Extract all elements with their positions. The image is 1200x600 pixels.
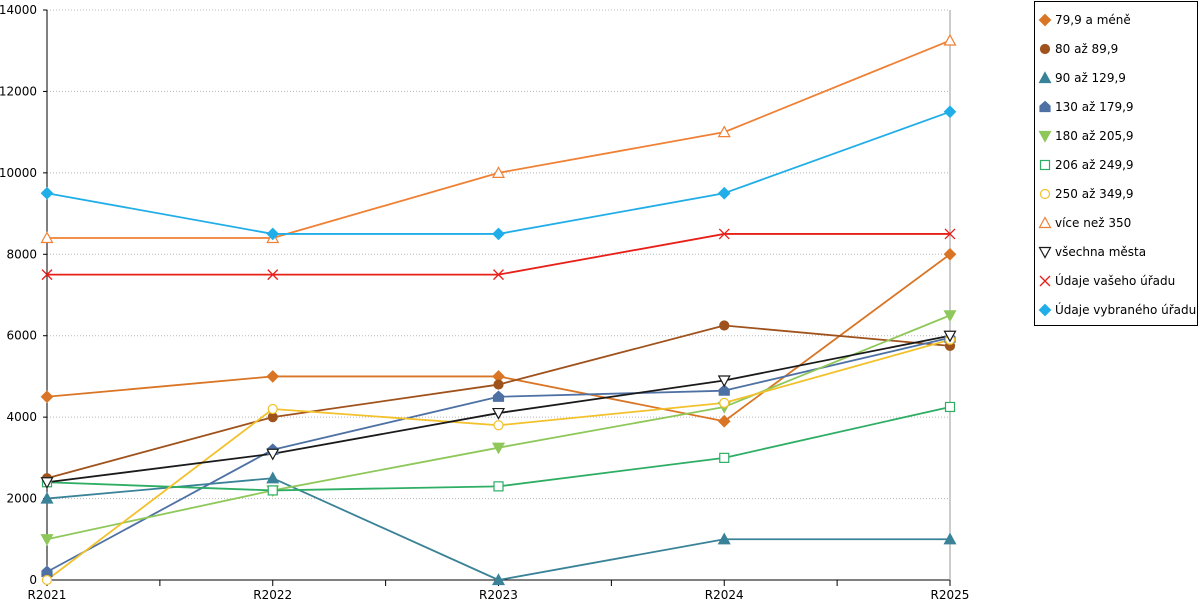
y-tick-label: 4000 — [6, 410, 37, 424]
legend-marker — [1039, 159, 1051, 171]
data-point — [719, 320, 730, 331]
y-tick-label: 14000 — [0, 3, 37, 17]
legend-marker-shape — [1038, 216, 1052, 229]
legend-label: 80 až 89,9 — [1055, 42, 1119, 56]
legend-marker-shape — [1038, 246, 1052, 259]
data-point — [943, 105, 957, 119]
data-point — [943, 532, 957, 545]
data-point — [267, 403, 278, 415]
legend-marker-shape — [1038, 303, 1052, 317]
series-line — [46, 477, 950, 581]
legend-marker — [1038, 246, 1052, 259]
legend-marker-shape — [1039, 275, 1051, 287]
y-tick-label: 10000 — [0, 166, 37, 180]
data-point — [944, 228, 956, 240]
legend-marker — [1038, 216, 1052, 229]
data-point — [492, 227, 505, 241]
legend-marker-shape — [1039, 100, 1051, 113]
data-point — [40, 477, 54, 490]
legend-label: všechna města — [1055, 245, 1147, 259]
data-point — [491, 407, 506, 420]
line-chart: 0 2000 4000 6000 8000 10000 12000 14000 R2021 R20… — [0, 3, 969, 600]
legend-label: 79,9 a méně — [1055, 13, 1131, 27]
legend-marker — [1039, 188, 1051, 200]
data-point — [40, 534, 54, 547]
data-point — [493, 481, 504, 492]
y-tick-label: 8000 — [6, 247, 37, 261]
data-point — [41, 574, 53, 586]
legend-marker-shape — [1039, 188, 1051, 200]
data-point — [40, 390, 54, 404]
data-point — [717, 414, 731, 428]
legend-label: 90 až 129,9 — [1055, 71, 1126, 85]
y-tick-label: 12000 — [0, 84, 37, 98]
legend-marker — [1038, 13, 1052, 27]
data-point — [40, 186, 54, 200]
data-point — [491, 573, 506, 586]
legend-marker — [1038, 303, 1052, 317]
legend-label: 206 až 249,9 — [1055, 158, 1134, 172]
data-point — [718, 384, 730, 396]
x-tick-label: R2024 — [705, 588, 744, 600]
legend-marker — [1039, 43, 1051, 55]
data-point — [717, 186, 731, 200]
series-line — [47, 39, 951, 239]
legend-label: 180 až 205,9 — [1055, 129, 1134, 143]
legend-marker-shape — [1039, 159, 1051, 171]
data-point — [267, 485, 278, 496]
legend-marker — [1039, 100, 1051, 113]
data-point — [719, 452, 730, 463]
data-point — [40, 491, 54, 504]
data-point — [943, 310, 957, 323]
data-point — [267, 269, 279, 281]
x-tick-label: R2022 — [253, 588, 292, 600]
data-point — [943, 247, 957, 261]
tick-labels: 0 2000 4000 6000 8000 10000 12000 14000 R2021 R20… — [0, 3, 969, 600]
y-tick-label: 0 — [29, 573, 37, 587]
data-point — [943, 330, 957, 343]
y-tick-label: 6000 — [6, 329, 37, 343]
legend-label: 130 až 179,9 — [1055, 100, 1134, 114]
data-point — [493, 269, 504, 281]
data-point — [266, 370, 280, 383]
legend-marker-shape — [1038, 71, 1052, 84]
data-point — [41, 269, 53, 281]
data-point — [266, 448, 280, 461]
chart-legend: 79,9 a méně 80 až 89,9 90 až 129,9 130 až 1… — [1034, 1, 1198, 326]
legend-label: Údaje vašeho úřadu — [1055, 274, 1176, 288]
series-lines — [46, 39, 951, 581]
legend-label: Údaje vybraného úřadu — [1055, 303, 1197, 317]
data-point — [717, 375, 731, 388]
data-point — [943, 33, 957, 46]
data-point — [492, 390, 505, 402]
legend-marker-shape — [1038, 13, 1052, 27]
data-point — [719, 397, 730, 408]
legend-marker — [1039, 275, 1051, 287]
data-point — [266, 471, 280, 484]
legend-marker — [1038, 130, 1052, 143]
data-point — [41, 565, 53, 577]
legend-marker-shape — [1038, 130, 1052, 143]
data-point — [493, 379, 504, 390]
legend-label: 250 až 349,9 — [1055, 187, 1134, 201]
grid-lines — [47, 9, 950, 500]
data-point — [944, 401, 956, 413]
series-markers — [40, 33, 957, 586]
data-point — [717, 125, 731, 138]
legend-marker — [1038, 71, 1052, 84]
data-point — [718, 228, 730, 240]
data-point — [493, 420, 504, 431]
data-point — [491, 442, 506, 455]
x-tick-label: R2025 — [931, 588, 970, 600]
y-tick-label: 2000 — [6, 492, 37, 506]
data-point — [491, 166, 506, 178]
data-point — [717, 532, 731, 545]
data-point — [40, 231, 54, 244]
data-point — [266, 227, 280, 241]
x-tick-label: R2023 — [479, 588, 518, 600]
legend-label: více než 350 — [1055, 216, 1132, 230]
x-tick-label: R2021 — [28, 588, 67, 600]
legend-marker-shape — [1039, 43, 1051, 55]
